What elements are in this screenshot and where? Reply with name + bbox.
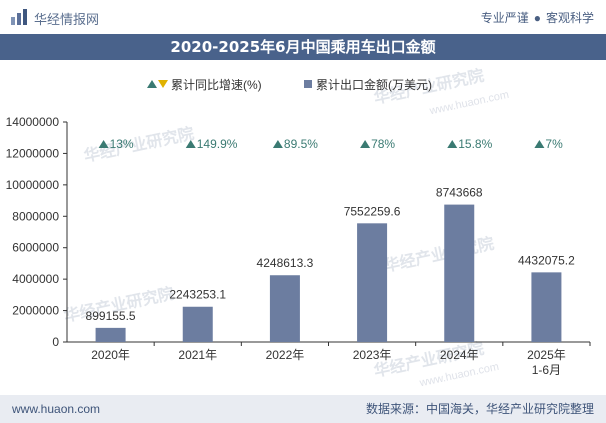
watermark-text: 华经产业研究院: [82, 124, 196, 166]
brand-name: 华经情报网: [34, 12, 100, 27]
chart-title: 2020-2025年6月中国乘用车出口金额: [0, 34, 606, 60]
growth-up-triangle-icon: [98, 140, 109, 148]
y-tick-label: 12000000: [6, 146, 60, 160]
bar-value-label: 4432075.2: [518, 253, 575, 267]
growth-up-triangle-icon: [360, 140, 371, 148]
growth-rate-label: 78%: [371, 137, 395, 151]
legend: 累计同比增速(%) 累计出口金额(万美元): [147, 77, 432, 92]
bar-value-label: 2243253.1: [169, 288, 226, 302]
watermark-text: 华经产业研究院: [382, 234, 496, 276]
x-tick-label: 2025年: [527, 348, 566, 362]
bar-value-label: 4248613.3: [257, 256, 314, 270]
growth-series: 13% 149.9% 89.5% 78% 15.8% 7%: [98, 137, 563, 151]
top-bar: 华经情报网 专业严谨 ● 客观科学: [0, 0, 606, 34]
growth-rate-label: 7%: [545, 137, 563, 151]
y-tick-label: 2000000: [12, 304, 59, 318]
top-link-objective[interactable]: 客观科学: [545, 11, 594, 25]
growth-rate-label: 89.5%: [284, 137, 318, 151]
x-tick-label: 2023年: [353, 348, 392, 362]
x-tick-label: 2022年: [266, 348, 305, 362]
legend-amount-label: 累计出口金额(万美元): [316, 77, 432, 92]
x-tick-label: 2021年: [178, 348, 217, 362]
footer: www.huaon.com 数据来源：中国海关，华经产业研究院整理: [0, 395, 606, 423]
footer-site[interactable]: www.huaon.com: [12, 402, 101, 416]
top-link-professional[interactable]: 专业严谨: [480, 11, 529, 25]
y-tick-label: 14000000: [6, 115, 60, 129]
legend-down-triangle-icon: [158, 80, 168, 88]
y-tick-label: 4000000: [12, 272, 59, 286]
growth-rate-label: 15.8%: [458, 137, 492, 151]
y-tick-label: 10000000: [6, 178, 60, 192]
growth-rate-label: 13%: [110, 137, 134, 151]
growth-rate-label: 149.9%: [197, 137, 238, 151]
x-tick-label: 1-6月: [532, 363, 561, 377]
legend-bar-swatch: [304, 80, 312, 88]
bar-value-label: 7552259.6: [344, 204, 401, 218]
top-links: 专业严谨 ● 客观科学: [481, 9, 594, 26]
y-tick-label: 8000000: [12, 209, 59, 223]
footer-source: 数据来源：中国海关，华经产业研究院整理: [365, 402, 594, 416]
x-tick-label: 2020年: [91, 348, 130, 362]
x-tick-label: 2024年: [440, 348, 479, 362]
bar: [269, 275, 300, 342]
growth-up-triangle-icon: [272, 140, 283, 148]
bar-series: 899155.5 2243253.1 4248613.3 7552259.6 87436…: [86, 186, 575, 342]
brand-logo-icon: [11, 9, 27, 25]
bar: [95, 327, 126, 342]
y-tick-label: 0: [52, 335, 59, 349]
bar: [182, 306, 213, 342]
bar: [531, 272, 562, 342]
bar-value-label: 899155.5: [86, 309, 136, 323]
bar-chart: 华经产业研究院华经产业研究院华经产业研究院华经产业研究院华经产业研究院www.h…: [6, 66, 591, 390]
separator-dot: ●: [533, 11, 541, 25]
legend-up-triangle-icon: [147, 80, 157, 88]
growth-up-triangle-icon: [534, 140, 545, 148]
axes: 0 2000000 4000000 6000000 8000000 10000000 120…: [6, 115, 591, 377]
bar: [444, 204, 475, 342]
y-tick-label: 6000000: [12, 241, 59, 255]
growth-up-triangle-icon: [447, 140, 458, 148]
legend-growth-label: 累计同比增速(%): [171, 78, 262, 92]
growth-up-triangle-icon: [185, 140, 196, 148]
bar-value-label: 8743668: [436, 186, 483, 200]
bar: [357, 223, 388, 342]
